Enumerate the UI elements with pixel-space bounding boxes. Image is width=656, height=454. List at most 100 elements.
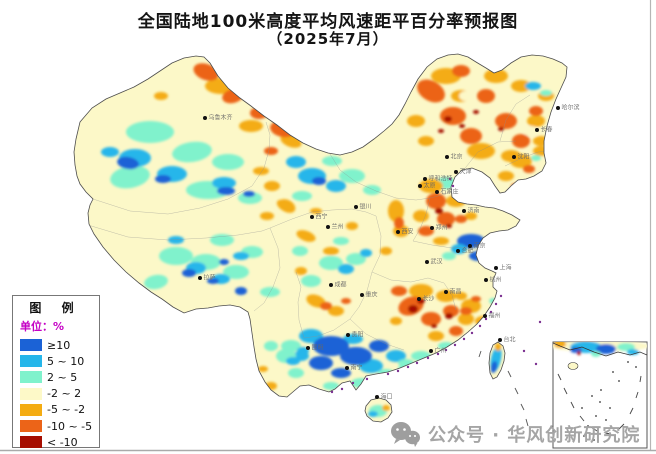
city-dot <box>396 230 400 234</box>
anomaly-blob <box>193 63 219 81</box>
city-label: 太原 <box>424 182 436 190</box>
legend-swatch <box>20 387 42 400</box>
anomaly-blob <box>437 212 455 226</box>
anomaly-blob <box>333 237 349 245</box>
city-label: 南京 <box>474 242 486 250</box>
legend-label: -10 ~ -5 <box>47 419 93 433</box>
anomaly-blob <box>495 113 517 129</box>
coastal-city-dot <box>448 177 452 181</box>
anomaly-blob <box>445 313 453 319</box>
coastal-city-dot <box>426 356 430 360</box>
anomaly-blob <box>264 341 278 351</box>
anomaly-blob <box>490 361 498 373</box>
city-label: 西安 <box>402 228 414 236</box>
anomaly-blob <box>460 307 472 315</box>
page-title: 全国陆地100米高度平均风速距平百分率预报图 <box>137 12 519 32</box>
anomaly-blob <box>346 253 366 265</box>
anomaly-blob <box>433 237 449 245</box>
anomaly-blob <box>498 127 504 131</box>
anomaly-blob <box>264 181 280 191</box>
city-label: 银川 <box>360 203 372 211</box>
anomaly-blob <box>239 120 263 132</box>
anomaly-blob <box>258 366 268 372</box>
city-dot <box>454 170 458 174</box>
legend-item: -5 ~ -2 <box>20 402 99 418</box>
city-label: 呼和浩特 <box>429 175 453 183</box>
city-dot <box>375 395 379 399</box>
anomaly-blob <box>110 165 150 189</box>
coastal-city-dot <box>351 381 355 385</box>
anomaly-blob <box>446 195 466 207</box>
anomaly-blob <box>386 350 406 362</box>
anomaly-blob <box>309 356 333 370</box>
city-dot <box>423 177 427 181</box>
city-dot <box>430 226 434 230</box>
anomaly-blob <box>168 236 184 244</box>
anomaly-blob <box>182 269 196 277</box>
coastal-city-dot <box>340 387 344 391</box>
anomaly-blob <box>495 343 501 351</box>
city-label: 长沙 <box>423 295 435 303</box>
island-dot <box>581 407 583 409</box>
anomaly-blob <box>363 185 381 195</box>
dash-segment <box>579 415 585 422</box>
coastal-city-dot <box>330 390 334 394</box>
legend-unit: 单位：% <box>20 320 65 333</box>
anomaly-blob <box>292 191 312 201</box>
island-dot <box>593 439 595 441</box>
legend-label: -2 ~ 2 <box>47 387 82 401</box>
anomaly-blob <box>299 329 323 343</box>
island-dot <box>591 395 593 397</box>
city-label: 石家庄 <box>441 188 459 196</box>
anomaly-blob <box>446 224 452 228</box>
coastal-city-dot <box>436 352 440 356</box>
anomaly-blob <box>319 256 343 270</box>
anomaly-blob <box>409 284 433 298</box>
anomaly-blob <box>159 247 193 265</box>
anomaly-blob <box>459 124 465 128</box>
anomaly-blob <box>554 342 566 348</box>
legend-label: -5 ~ -2 <box>47 403 86 417</box>
anomaly-blob <box>388 200 404 222</box>
anomaly-blob <box>313 336 349 356</box>
city-label: 哈尔滨 <box>562 104 580 112</box>
anomaly-blob <box>523 126 539 136</box>
anomaly-blob <box>265 382 277 390</box>
legend: 图 例 单位：% ≥10 5 ~ 10 2 ~ 5 -2 ~ 2 -5 ~ -2 -10 … <box>12 295 100 449</box>
city-dot <box>462 209 466 213</box>
coastal-city-dot <box>478 324 482 328</box>
anomaly-blob <box>413 210 429 222</box>
legend-item: -10 ~ -5 <box>20 418 99 434</box>
coastal-city-dot <box>499 294 503 298</box>
city-dot <box>535 128 539 132</box>
city-label: 福州 <box>489 312 501 320</box>
anomaly-blob <box>297 347 309 355</box>
anomaly-blob <box>577 351 581 355</box>
city-dot <box>498 338 502 342</box>
city-label: 北京 <box>451 153 463 161</box>
anomaly-blob <box>296 230 316 242</box>
dash-segment <box>618 423 625 430</box>
anomaly-blob <box>449 326 463 336</box>
anomaly-blob <box>424 357 438 365</box>
anomaly-blob <box>111 84 123 92</box>
city-dot <box>444 290 448 294</box>
anomaly-blob <box>431 324 437 328</box>
legend-item: -2 ~ 2 <box>20 386 99 402</box>
city-dot <box>425 260 429 264</box>
coastal-city-dot <box>538 320 542 324</box>
anomaly-blob <box>212 154 244 170</box>
legend-label: < -10 <box>47 435 78 449</box>
coastal-city-dot <box>453 343 457 347</box>
legend-swatch <box>20 436 42 449</box>
anomaly-blob <box>481 328 491 334</box>
anomaly-blob <box>511 80 531 92</box>
dash-segment <box>635 391 639 399</box>
anomaly-blob <box>286 156 306 168</box>
anomaly-blob <box>455 292 467 300</box>
anomaly-blob <box>339 169 365 183</box>
anomaly-blob <box>292 246 308 256</box>
province-borders <box>87 94 550 351</box>
anomaly-blob <box>117 156 139 170</box>
anomaly-blob <box>394 217 404 229</box>
